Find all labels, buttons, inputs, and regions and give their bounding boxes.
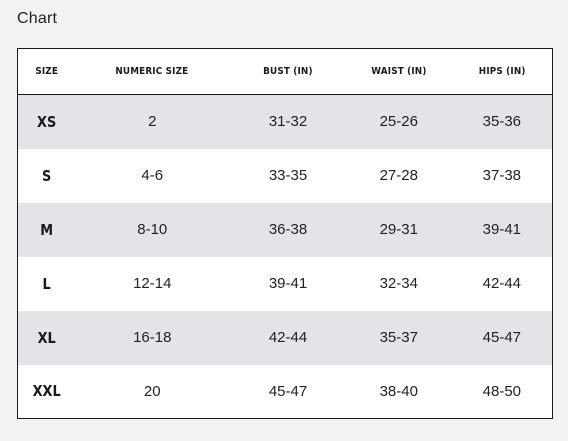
header-size: SIZE [34,66,58,77]
numeric-size-cell: 12-14 [133,275,172,292]
waist-cell: 29-31 [379,221,418,238]
size-chart-table: SIZE NUMERIC SIZE BUST (IN) WAIST (IN) H… [17,48,553,419]
numeric-size-cell: 4-6 [141,167,164,184]
numeric-size-cell: 20 [143,382,161,400]
header-hips: HIPS (IN) [478,66,526,77]
table-header-row: SIZE NUMERIC SIZE BUST (IN) WAIST (IN) H… [17,48,553,95]
size-cell: M [39,220,53,239]
size-cell: L [42,274,51,293]
hips-cell: 39-41 [482,221,522,238]
bust-cell: 36-38 [268,221,308,238]
bust-cell: 33-35 [268,167,308,184]
waist-cell: 32-34 [379,275,418,292]
waist-cell: 25-26 [379,113,418,131]
bust-cell: 42-44 [268,329,308,346]
bust-cell: 45-47 [268,382,308,400]
size-cell: XXL [32,382,61,401]
size-cell: XL [37,328,56,347]
table-row: M 8-10 36-38 29-31 39-41 [17,202,553,257]
hips-cell: 35-36 [482,113,522,131]
table-row: S 4-6 33-35 27-28 37-38 [17,148,553,203]
hips-cell: 48-50 [482,382,522,400]
bust-cell: 31-32 [268,113,308,131]
size-cell: XS [36,112,56,131]
waist-cell: 35-37 [379,329,418,346]
table-row: L 12-14 39-41 32-34 42-44 [17,256,553,311]
hips-cell: 42-44 [482,275,522,292]
table-row: XXL 20 45-47 38-40 48-50 [17,364,553,419]
numeric-size-cell: 8-10 [137,221,168,238]
hips-cell: 37-38 [482,167,522,184]
page-title: Chart [17,10,58,27]
numeric-size-cell: 16-18 [133,329,172,346]
table-row: XS 2 31-32 25-26 35-36 [17,94,553,149]
bust-cell: 39-41 [268,275,308,292]
waist-cell: 38-40 [379,382,418,400]
header-numeric-size: NUMERIC SIZE [115,66,189,77]
table-header: SIZE NUMERIC SIZE BUST (IN) WAIST (IN) H… [17,48,553,95]
header-waist: WAIST (IN) [371,66,427,77]
waist-cell: 27-28 [379,167,418,184]
hips-cell: 45-47 [482,329,522,346]
size-cell: S [41,166,51,185]
header-bust: BUST (IN) [263,66,313,77]
numeric-size-cell: 2 [148,113,157,131]
table-body: XS 2 31-32 25-26 35-36 S 4-6 33-35 27-28… [17,94,553,419]
table-row: XL 16-18 42-44 35-37 45-47 [17,310,553,365]
